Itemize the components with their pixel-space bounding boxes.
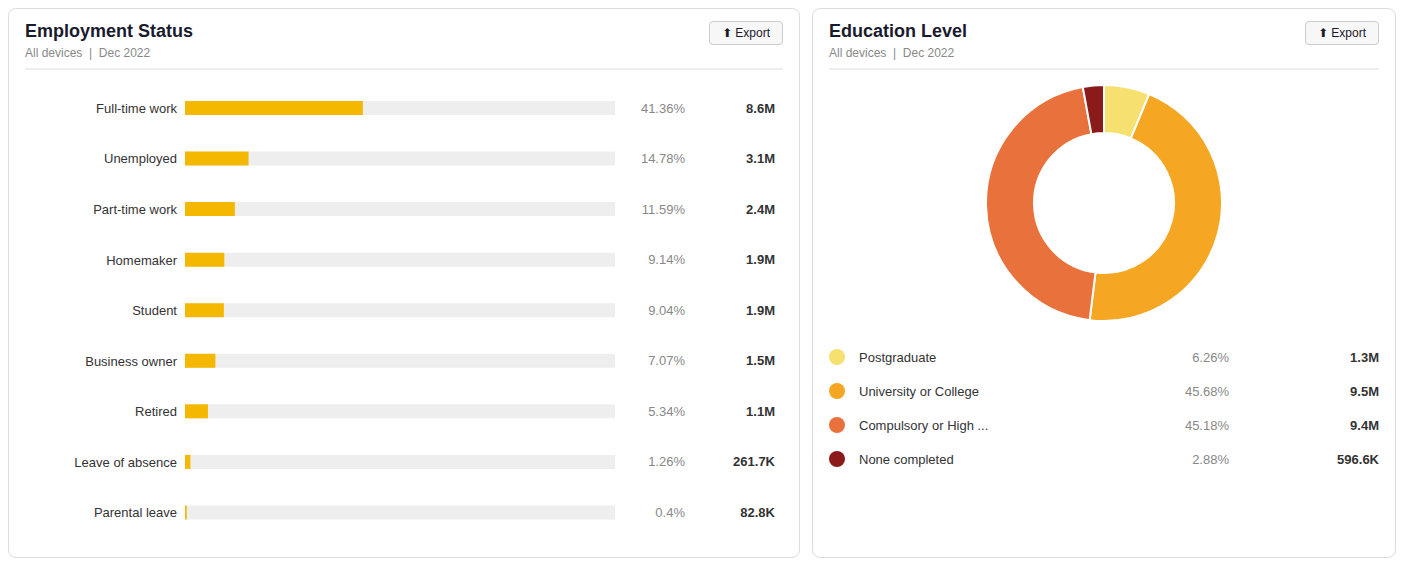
svg-text:9.14%: 9.14% (648, 252, 685, 267)
html-text:Education Level: Education Level (829, 21, 967, 41)
svg-text:Full-time work: Full-time work (96, 101, 177, 116)
svg-text:Retired: Retired (135, 404, 177, 419)
svg-text:Unemployed: Unemployed (104, 151, 177, 166)
html-text:All devices | Dec 2022: All devices | Dec 2022 (25, 46, 151, 60)
svg-text:Leave of absence: Leave of absence (74, 455, 177, 470)
html-text:All devices | Dec 2022: All devices | Dec 2022 (829, 46, 955, 60)
html-text:9.5M: 9.5M (1350, 383, 1379, 399)
html-text:2.88%: 2.88% (1192, 451, 1229, 467)
svg-text:1.9M: 1.9M (746, 252, 775, 267)
svg-text:Student: Student (132, 303, 177, 318)
html-text:Employment Status: Employment Status (25, 21, 193, 41)
svg-text:Parental leave: Parental leave (94, 505, 177, 520)
html-text:45.18%: 45.18% (1184, 417, 1229, 433)
html-text:6.26%: 6.26% (1192, 349, 1229, 365)
svg-text:7.07%: 7.07% (648, 353, 685, 368)
svg-text:0.4%: 0.4% (655, 505, 685, 520)
svg-text:1.5M: 1.5M (746, 353, 775, 368)
html-text:Compulsory or High ...: Compulsory or High ... (859, 417, 989, 433)
svg-text:8.6M: 8.6M (746, 101, 775, 116)
svg-text:1.9M: 1.9M (746, 303, 775, 318)
html-text:⬆ Export: ⬆ Export (721, 26, 770, 40)
svg-text:261.7K: 261.7K (733, 454, 776, 469)
svg-text:Business owner: Business owner (85, 354, 177, 369)
svg-text:Homemaker: Homemaker (106, 253, 177, 268)
svg-text:5.34%: 5.34% (648, 404, 685, 419)
svg-text:14.78%: 14.78% (641, 151, 686, 166)
html-text:45.68%: 45.68% (1184, 383, 1229, 399)
svg-text:1.1M: 1.1M (746, 404, 775, 419)
svg-text:2.4M: 2.4M (746, 202, 775, 217)
html-text:1.3M: 1.3M (1350, 349, 1379, 365)
html-text:None completed: None completed (859, 451, 954, 467)
html-text:596.6K: 596.6K (1337, 451, 1379, 467)
html-text:University or College: University or College (859, 383, 979, 399)
svg-text:1.26%: 1.26% (648, 454, 685, 469)
svg-text:11.59%: 11.59% (642, 202, 686, 217)
html-text:9.4M: 9.4M (1350, 417, 1379, 433)
svg-text:3.1M: 3.1M (746, 151, 775, 166)
svg-text:82.8K: 82.8K (740, 505, 775, 520)
html-text:⬆ Export: ⬆ Export (1317, 26, 1366, 40)
svg-text:41.36%: 41.36% (641, 101, 686, 116)
svg-text:9.04%: 9.04% (648, 303, 685, 318)
svg-text:Part-time work: Part-time work (93, 202, 177, 217)
html-text:Postgraduate: Postgraduate (859, 349, 937, 365)
